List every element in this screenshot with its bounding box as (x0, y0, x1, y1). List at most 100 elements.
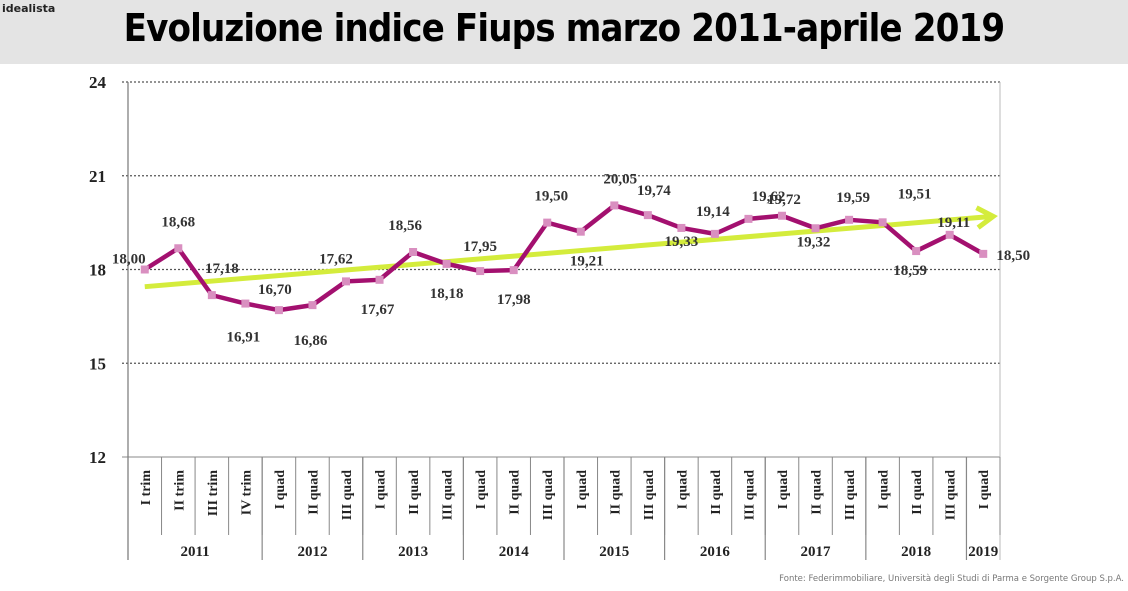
data-label: 16,91 (227, 330, 261, 346)
data-point (778, 211, 786, 220)
data-label: 19,21 (570, 254, 604, 270)
data-point (207, 291, 216, 300)
x-category-label: II quad (608, 470, 623, 515)
data-point (945, 230, 954, 239)
y-tick-label: 18 (89, 261, 106, 280)
data-label: 19,33 (665, 234, 699, 250)
x-category-label: II quad (407, 470, 422, 515)
data-point (543, 218, 552, 227)
x-category-label: II quad (810, 470, 825, 515)
data-label: 17,98 (497, 292, 531, 308)
data-point (643, 211, 652, 220)
data-point (375, 275, 384, 284)
data-label: 19,59 (836, 190, 870, 206)
data-label: 16,86 (294, 333, 328, 349)
data-label: 18,18 (430, 286, 464, 302)
x-category-label: II quad (306, 470, 321, 515)
data-point (744, 214, 753, 223)
data-point (677, 223, 686, 232)
data-point (576, 227, 585, 236)
data-point (710, 229, 719, 238)
year-label: 2016 (700, 544, 731, 560)
data-point (912, 247, 921, 256)
data-point (409, 248, 418, 256)
source-footer: Fonte: Federimmobiliare, Università degl… (779, 574, 1124, 584)
x-category-label: III quad (742, 470, 757, 520)
y-tick-label: 12 (89, 448, 106, 467)
trend-arrowhead-icon (975, 205, 998, 230)
data-point (509, 266, 518, 275)
x-category-label: IV trim (239, 470, 254, 516)
data-label: 19,11 (937, 215, 970, 231)
x-category-label: I quad (675, 470, 690, 510)
x-category-label: II quad (709, 470, 724, 515)
data-point (979, 249, 988, 258)
data-label: 16,70 (258, 282, 292, 298)
x-category-label: III quad (541, 470, 556, 520)
data-point (610, 201, 619, 210)
data-label: 18,59 (893, 263, 927, 279)
year-label: 2013 (398, 544, 428, 560)
x-category-label: I quad (776, 470, 791, 510)
year-label: 2019 (968, 544, 998, 560)
data-point (845, 215, 854, 224)
data-label: 19,72 (767, 192, 801, 208)
data-point (442, 259, 451, 268)
x-category-label: I quad (374, 470, 389, 510)
x-category-label: III quad (843, 470, 858, 520)
data-label: 19,50 (534, 189, 568, 205)
data-label: 17,18 (205, 261, 239, 277)
data-label: 18,50 (996, 248, 1030, 264)
year-label: 2017 (801, 544, 832, 560)
data-point (174, 244, 183, 253)
data-point (476, 267, 485, 276)
x-category-label: III quad (441, 470, 456, 520)
year-label: 2014 (499, 544, 530, 560)
year-label: 2015 (599, 544, 629, 560)
x-category-label: I quad (474, 470, 489, 510)
data-label: 18,68 (161, 214, 195, 230)
data-label: 18,00 (112, 252, 146, 268)
header-bar (0, 0, 1128, 64)
data-point (811, 224, 820, 233)
data-label: 17,95 (463, 239, 497, 255)
data-point (342, 277, 350, 286)
x-category-label: III quad (340, 470, 355, 520)
data-point (308, 301, 317, 310)
brand-logo: idealista (2, 2, 56, 15)
x-category-label: III quad (642, 470, 657, 520)
y-tick-label: 21 (89, 167, 106, 186)
data-label: 19,62 (752, 189, 786, 205)
data-label: 18,56 (388, 218, 422, 234)
x-category-label: III quad (944, 470, 959, 520)
data-point (274, 306, 283, 315)
y-tick-label: 15 (89, 354, 106, 373)
x-category-label: I quad (877, 470, 892, 510)
year-label: 2018 (901, 544, 931, 560)
data-label: 17,62 (319, 251, 353, 267)
x-category-label: I quad (273, 470, 288, 510)
x-category-label: I trim (139, 470, 154, 506)
x-category-label: II quad (910, 470, 925, 515)
data-label: 20,05 (603, 171, 637, 187)
x-category-label: II quad (508, 470, 523, 515)
x-category-label: II trim (172, 470, 187, 511)
year-label: 2011 (180, 544, 209, 560)
chart-title: Evoluzione indice Fiups marzo 2011-april… (123, 6, 1006, 50)
x-category-label: I quad (977, 470, 992, 510)
data-point (878, 218, 887, 227)
x-category-label: III trim (206, 470, 221, 517)
data-label: 19,74 (637, 183, 671, 199)
data-label: 19,51 (898, 186, 932, 202)
data-label: 17,67 (361, 302, 395, 318)
trend-line (144, 214, 990, 290)
year-label: 2012 (297, 544, 327, 560)
x-category-label: I quad (575, 470, 590, 510)
data-point (241, 299, 250, 308)
data-point (140, 265, 149, 274)
y-tick-label: 24 (89, 73, 107, 92)
series-line (143, 203, 985, 313)
data-label: 19,14 (696, 204, 730, 220)
data-label: 19,32 (797, 234, 831, 250)
